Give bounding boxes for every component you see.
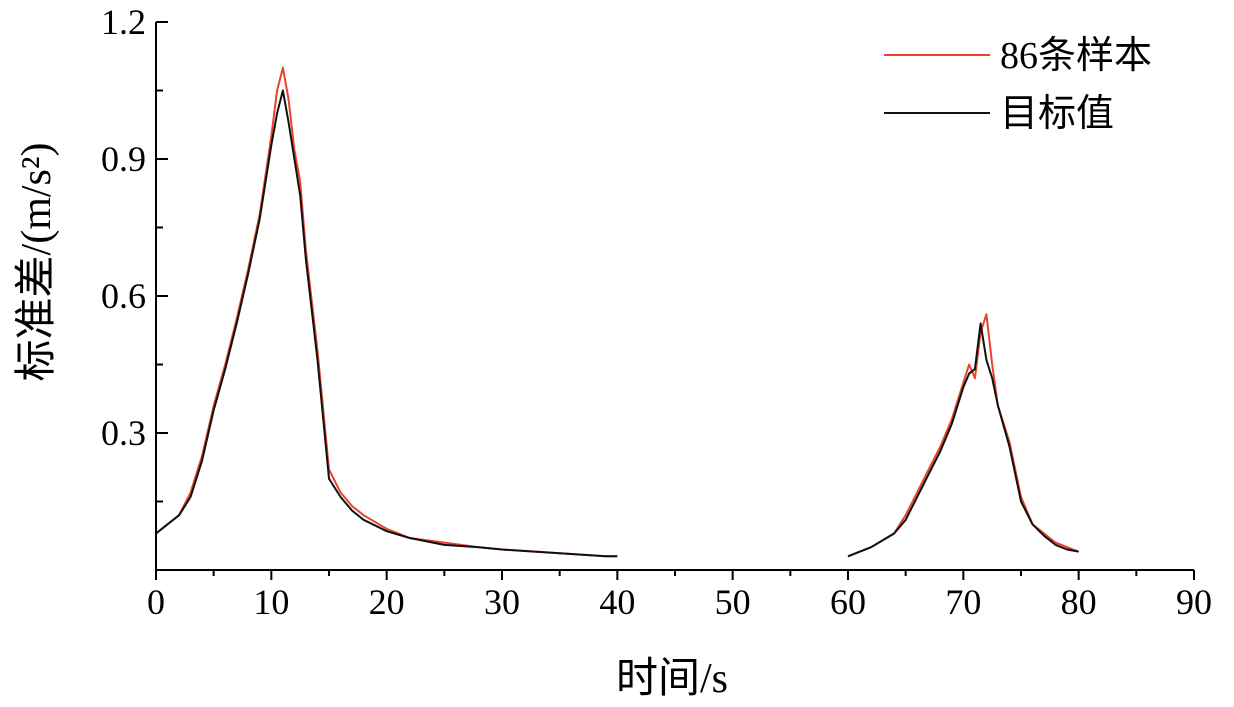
- x-axis-title: 时间/s: [616, 656, 728, 702]
- axes: 0 10 20 30 40 50 60 70 80 90 0.3 0.6 0.9 1.2: [101, 2, 1212, 622]
- series-line-1-segment-1: [155, 66, 618, 558]
- x-tick-label: 90: [1176, 582, 1212, 622]
- x-tick-label: 50: [715, 582, 751, 622]
- y-tick-label: 0.3: [101, 413, 146, 453]
- y-tick-label: 0.9: [101, 139, 146, 179]
- legend-label-1: 86条样本: [1000, 35, 1152, 77]
- x-tick-label: 0: [147, 582, 165, 622]
- y-axis-title: 标准差/(m/s²): [14, 143, 60, 382]
- x-tick-label: 40: [599, 582, 635, 622]
- series-line-1-segment-2: [847, 313, 1080, 558]
- x-tick-label: 80: [1061, 582, 1097, 622]
- x-tick-label: 70: [945, 582, 981, 622]
- x-tick-label: 20: [369, 582, 405, 622]
- y-tick-label: 1.2: [101, 2, 146, 42]
- series-line-2-segment-1: [155, 89, 618, 558]
- legend-label-2: 目标值: [1000, 93, 1114, 135]
- y-tick-label: 0.6: [101, 276, 146, 316]
- series-line-2-segment-2: [847, 322, 1079, 558]
- x-tick-label: 10: [253, 582, 289, 622]
- plot-area: [155, 66, 1080, 558]
- x-tick-label: 60: [830, 582, 866, 622]
- x-tick-label: 30: [484, 582, 520, 622]
